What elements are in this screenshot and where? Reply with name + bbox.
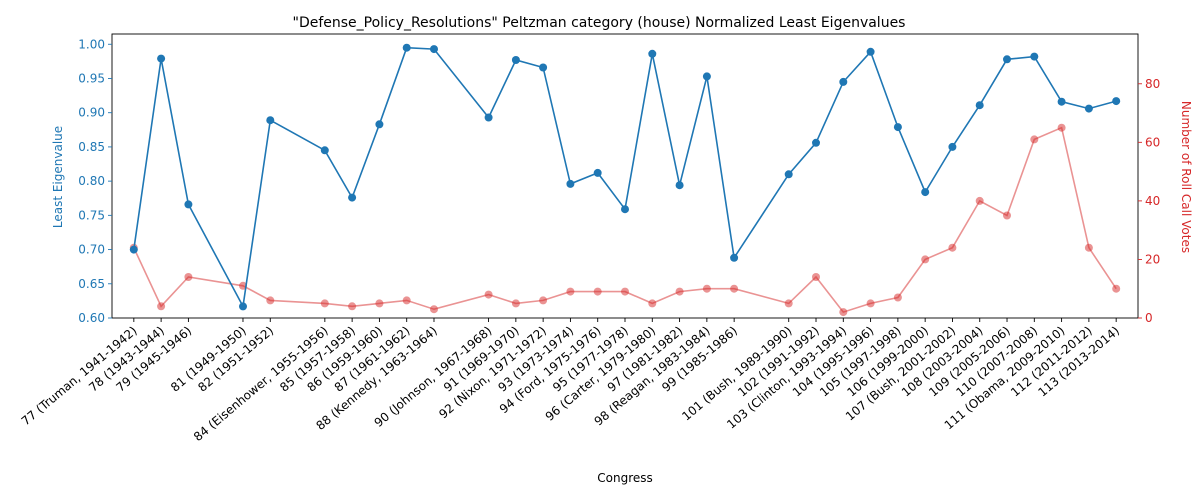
y-right-tick-label: 20	[1145, 252, 1160, 266]
y-right-tick-label: 0	[1145, 311, 1153, 325]
y-left-tick-label: 0.60	[78, 311, 105, 325]
roll-call-votes-point	[1112, 284, 1121, 293]
roll-call-votes-point	[812, 273, 820, 281]
least-eigenvalue-point	[566, 179, 575, 188]
least-eigenvalue-point	[921, 188, 930, 197]
y-left-tick-label: 1.00	[78, 37, 105, 51]
least-eigenvalue-point	[621, 205, 629, 214]
least-eigenvalue-point	[484, 113, 493, 122]
least-eigenvalue-point	[893, 123, 902, 132]
roll-call-votes-point	[975, 196, 984, 205]
y-right-tick-label: 40	[1145, 194, 1160, 208]
least-eigenvalue-point	[1057, 97, 1066, 106]
roll-call-votes-point	[921, 255, 930, 264]
least-eigenvalue-point	[1030, 52, 1039, 61]
x-axis-label: Congress	[597, 471, 653, 485]
least-eigenvalue-point	[1112, 97, 1121, 106]
plot-frame	[111, 33, 1139, 319]
roll-call-votes-point	[948, 243, 957, 252]
roll-call-votes-point	[320, 299, 329, 308]
roll-call-votes-point	[648, 299, 657, 308]
least-eigenvalue-point	[702, 72, 711, 81]
least-eigenvalue-point	[430, 45, 438, 54]
roll-call-votes-point	[1057, 123, 1066, 132]
roll-call-votes-point	[866, 299, 875, 308]
roll-call-votes-point	[266, 296, 275, 305]
y-left-tick-label: 0.70	[78, 243, 105, 257]
roll-call-votes-point	[621, 287, 629, 296]
least-eigenvalue-point	[648, 49, 657, 58]
roll-call-votes-point	[675, 287, 684, 296]
least-eigenvalue-point	[784, 170, 793, 179]
roll-call-votes-point	[184, 273, 193, 281]
y-left-tick-label: 0.80	[78, 174, 105, 188]
roll-call-votes-point	[511, 299, 520, 308]
least-eigenvalue-point	[730, 253, 739, 262]
y-left-tick-label: 0.75	[78, 208, 105, 222]
roll-call-votes-point	[402, 296, 411, 305]
least-eigenvalue-point	[239, 302, 247, 311]
roll-call-votes-point	[566, 287, 575, 296]
roll-call-votes-point	[702, 284, 711, 293]
roll-call-votes-point	[539, 296, 548, 305]
roll-call-votes-point	[1084, 243, 1093, 252]
least-eigenvalue-point	[266, 116, 275, 125]
least-eigenvalue-point	[593, 168, 602, 177]
roll-call-votes-point	[157, 302, 166, 311]
roll-call-votes-point	[893, 293, 902, 302]
least-eigenvalue-point	[375, 120, 384, 129]
least-eigenvalue-point	[948, 142, 957, 151]
least-eigenvalue-point	[975, 101, 984, 110]
roll-call-votes-point	[430, 305, 438, 314]
y-left-tick-label: 0.90	[78, 106, 105, 120]
least-eigenvalue-point	[675, 181, 684, 190]
least-eigenvalue-point	[157, 54, 166, 63]
least-eigenvalue-point	[866, 47, 875, 56]
y-axis-left-label: Least Eigenvalue	[51, 126, 65, 228]
least-eigenvalue-point	[812, 138, 820, 147]
y-left-tick-label: 0.85	[78, 140, 105, 154]
y-left-tick-label: 0.65	[78, 277, 105, 291]
least-eigenvalue-point	[348, 193, 357, 202]
least-eigenvalue-point	[129, 245, 138, 254]
y-left-tick-label: 0.95	[78, 71, 105, 85]
roll-call-votes-line	[133, 126, 1117, 314]
least-eigenvalue-line	[133, 46, 1117, 309]
roll-call-votes-point	[593, 287, 602, 296]
least-eigenvalue-point	[511, 56, 520, 64]
y-axis-right-label: Number of Roll Call Votes	[1179, 101, 1193, 253]
y-right-tick-label: 80	[1145, 77, 1160, 91]
roll-call-votes-point	[1003, 211, 1011, 220]
least-eigenvalue-point	[839, 77, 848, 86]
least-eigenvalue-point	[1084, 104, 1093, 113]
roll-call-votes-point	[839, 308, 848, 317]
roll-call-votes-point	[730, 284, 739, 293]
y-right-tick-label: 60	[1145, 135, 1160, 149]
roll-call-votes-point	[484, 290, 493, 299]
least-eigenvalue-point	[184, 200, 193, 209]
least-eigenvalue-point	[1003, 55, 1011, 64]
roll-call-votes-point	[784, 299, 793, 308]
roll-call-votes-point	[348, 302, 357, 311]
chart-title: "Defense_Policy_Resolutions" Peltzman ca…	[293, 15, 906, 31]
least-eigenvalue-point	[539, 63, 548, 72]
roll-call-votes-point	[1030, 135, 1039, 144]
least-eigenvalue-point	[320, 146, 329, 155]
roll-call-votes-point	[375, 299, 384, 308]
least-eigenvalue-point	[402, 43, 411, 52]
